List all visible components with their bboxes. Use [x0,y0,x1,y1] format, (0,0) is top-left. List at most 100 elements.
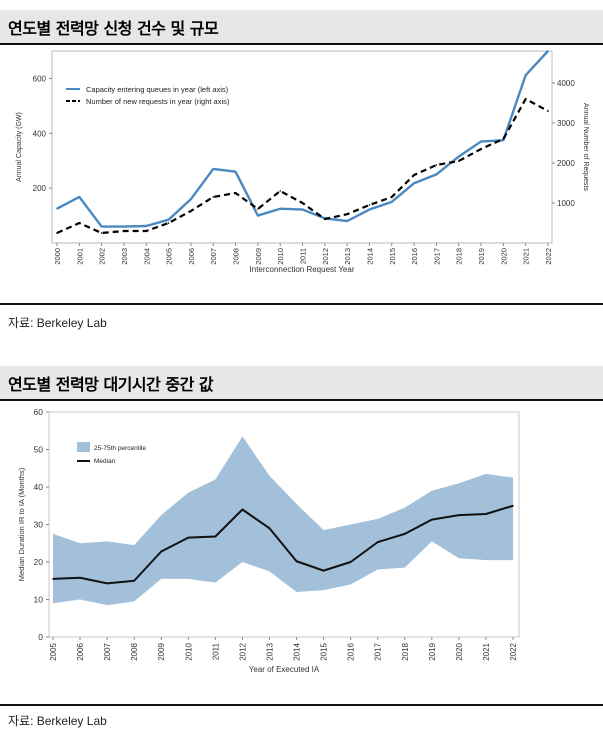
series-2-point [100,232,103,234]
series-2-point [167,222,170,224]
chart-median-duration: 0 10 20 30 40 50 60 2005 2006 2007 2008 2009 2010 201… [17,407,520,674]
series-1-point [480,140,482,143]
series-1-point [56,207,58,210]
series-2-point [279,190,281,192]
legend-band-label: 25-75th percentile [94,445,146,452]
x-axis-tick-label: 2011 [299,248,308,264]
x-axis-tick-label: 2021 [522,248,531,265]
series-2-point [257,208,259,210]
series-1-point [234,170,237,173]
series-line-1 [56,50,549,228]
y-axis-tick-label: 10 [34,595,44,605]
series-1-point [547,50,549,52]
x-axis-tick-label: 2009 [157,642,166,660]
series-1-point [123,225,125,228]
series-1-point [390,201,393,203]
series-1-point [167,218,170,221]
x-axis-tick-label: 2009 [254,248,263,265]
series-1-point [145,225,148,227]
y-axis-title: Median Duration IR to IA (Months) [17,467,26,581]
x-axis-tick-label: 2008 [232,248,241,265]
median-point [52,578,54,580]
series-2-point [123,230,125,232]
median-point [295,560,298,563]
series-2-point [56,232,58,234]
x-axis-tick-label: 2006 [76,642,85,660]
x-axis-tick-label: 2018 [455,248,464,265]
x-axis-tick-label: 2007 [103,642,112,660]
series-1-point [257,214,259,217]
right-axis-title: Annual Number of Requests [582,103,589,191]
series-2-point [435,164,438,166]
x-axis-tick-label: 2004 [142,248,151,265]
series-2-point [301,202,304,204]
x-axis-tick-label: 2005 [49,642,58,660]
y-axis-tick-label: 40 [34,482,44,492]
percentile-band [53,436,513,606]
source-note-2: 자료: Berkeley Lab [8,714,107,728]
median-point [160,550,163,553]
series-2-point [234,192,237,194]
x-axis-tick-label: 2020 [455,642,464,660]
series-2-point [78,222,81,224]
series-2-point [524,98,527,100]
left-axis-tick-label: 400 [33,129,47,138]
x-axis-tick-label: 2000 [53,248,62,265]
x-axis-tick-label: 2021 [482,642,491,660]
divider-2 [0,704,603,706]
legend-label-2: Number of new requests in year (right ax… [86,97,230,106]
left-axis-tick-label: 200 [33,184,47,193]
median-point [349,561,352,563]
x-axis-tick-label: 2003 [120,248,129,265]
x-axis-tick-label: 2017 [432,248,441,265]
x-axis-tick-label: 2019 [477,248,486,265]
plot-frame [51,50,553,244]
median-point [79,576,81,579]
y-axis-tick-label: 30 [34,520,44,530]
y-axis-tick-label: 50 [34,445,44,455]
x-axis-tick-label: 2017 [374,642,383,660]
x-axis-tick-label: 2018 [401,642,410,660]
left-axis-title: Annual Capacity (GW) [16,112,23,182]
median-point [512,504,514,507]
series-2-point [190,210,192,212]
x-axis-tick-label: 2013 [265,642,274,660]
series-1-point [100,225,103,228]
legend-band-swatch [77,442,90,452]
x-axis-tick-label: 2002 [98,248,107,265]
x-axis-title: Interconnection Request Year [250,265,355,274]
series-1-point [301,208,304,211]
x-axis-tick-label: 2001 [75,248,84,265]
series-1-point [368,208,371,211]
right-axis-tick-label: 3000 [557,119,575,128]
y-axis-tick-label: 20 [34,557,44,567]
series-1-point [502,139,505,141]
series-2-point [413,174,415,176]
median-point [241,508,244,511]
x-axis-tick-label: 2014 [293,642,302,660]
series-line-2 [56,97,549,235]
series-1-point [435,173,438,176]
series-1-point [457,155,460,158]
median-point [485,513,487,515]
x-axis-tick-label: 2013 [343,248,352,265]
x-axis-tick-label: 2007 [209,248,218,265]
series-2-point [346,213,348,215]
x-axis-tick-label: 2005 [165,248,174,265]
median-line [52,504,514,585]
x-axis-tick-label: 2010 [184,642,193,660]
series-2-point [145,230,148,232]
series-1-point [190,198,192,200]
series-2-point [368,204,371,206]
median-point [106,582,108,585]
x-axis-tick-label: 2012 [321,248,330,265]
median-point [458,514,460,516]
series-1-point [524,74,527,76]
x-axis-tick-label: 2008 [130,642,139,660]
y-axis-tick-label: 0 [38,632,43,642]
x-axis-tick-label: 2010 [276,248,285,265]
x-axis-tick-label: 2019 [428,642,437,660]
x-axis-tick-label: 2016 [347,642,356,660]
x-axis-tick-label: 2012 [238,642,247,660]
series-2-point [212,196,215,198]
